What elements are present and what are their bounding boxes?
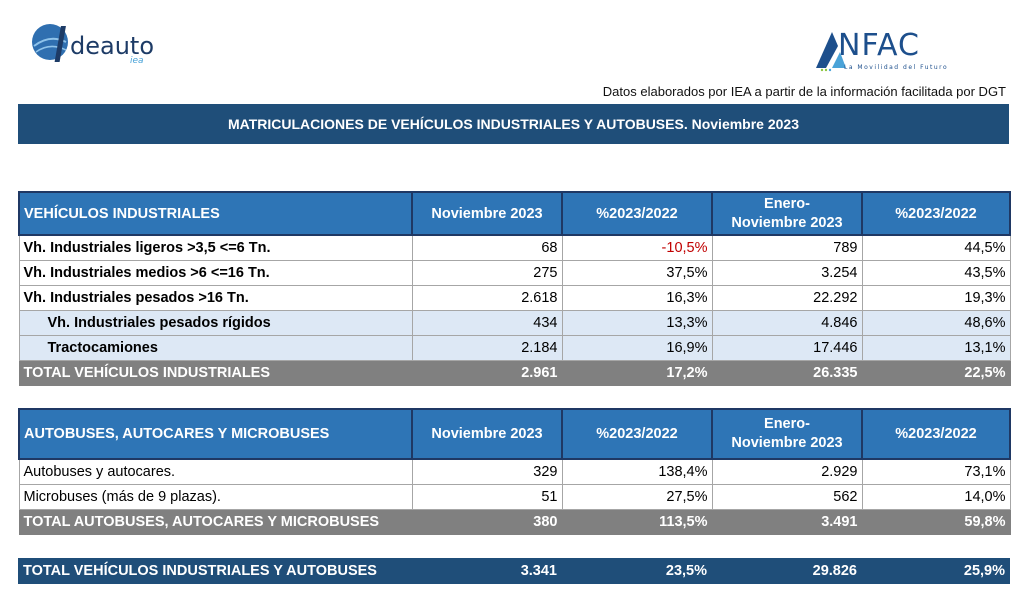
- row-label: Vh. Industriales pesados >16 Tn.: [18, 284, 413, 311]
- buses-table: AUTOBUSES, AUTOCARES Y MICROBUSES Noviem…: [18, 408, 1011, 535]
- total-label: TOTAL VEHÍCULOS INDUSTRIALES: [18, 359, 413, 386]
- grand-total-pct-month: 23,5%: [561, 558, 712, 584]
- cell-pct-ytd: 19,3%: [861, 284, 1011, 311]
- cell-november: 2.184: [411, 334, 563, 361]
- table-row-sub: Tractocamiones 2.184 16,9% 17.446 13,1%: [18, 334, 1011, 361]
- grand-total-table: TOTAL VEHÍCULOS INDUSTRIALES Y AUTOBUSES…: [18, 558, 1010, 584]
- row-label: Vh. Industriales ligeros >3,5 <=6 Tn.: [18, 234, 413, 261]
- total-pct-ytd: 59,8%: [861, 508, 1011, 535]
- column-header-pct-ytd: %2023/2022: [861, 191, 1011, 236]
- total-label: TOTAL AUTOBUSES, AUTOCARES Y MICROBUSES: [18, 508, 413, 535]
- grand-total-pct-ytd: 25,9%: [861, 558, 1010, 584]
- cell-pct-month: 27,5%: [561, 483, 713, 510]
- cell-november: 329: [411, 458, 563, 485]
- column-header-ytd: Enero- Noviembre 2023: [711, 408, 863, 460]
- cell-pct-month: 37,5%: [561, 259, 713, 286]
- column-header-pct-ytd: %2023/2022: [861, 408, 1011, 460]
- column-header-pct-month: %2023/2022: [561, 191, 713, 236]
- cell-pct-ytd: 48,6%: [861, 309, 1011, 336]
- column-header-november: Noviembre 2023: [411, 191, 563, 236]
- cell-pct-ytd: 44,5%: [861, 234, 1011, 261]
- column-header-category: AUTOBUSES, AUTOCARES Y MICROBUSES: [18, 408, 413, 460]
- table-header-row: AUTOBUSES, AUTOCARES Y MICROBUSES Noviem…: [18, 408, 1011, 460]
- table-row-sub: Vh. Industriales pesados rígidos 434 13,…: [18, 309, 1011, 336]
- cell-november: 68: [411, 234, 563, 261]
- row-label: Vh. Industriales pesados rígidos: [18, 309, 413, 336]
- cell-pct-ytd: 73,1%: [861, 458, 1011, 485]
- column-header-pct-month: %2023/2022: [561, 408, 713, 460]
- row-label: Vh. Industriales medios >6 <=16 Tn.: [18, 259, 413, 286]
- cell-november: 2.618: [411, 284, 563, 311]
- anfac-logo-subtext: La Movilidad del Futuro: [844, 64, 949, 71]
- cell-november: 51: [411, 483, 563, 510]
- cell-november: 275: [411, 259, 563, 286]
- page-title: MATRICULACIONES DE VEHÍCULOS INDUSTRIALE…: [18, 104, 1009, 144]
- total-pct-month: 17,2%: [561, 359, 713, 386]
- cell-pct-ytd: 14,0%: [861, 483, 1011, 510]
- cell-pct-month: -10,5%: [561, 234, 713, 261]
- table-header-row: VEHÍCULOS INDUSTRIALES Noviembre 2023 %2…: [18, 191, 1011, 236]
- row-label: Autobuses y autocares.: [18, 458, 413, 485]
- cell-ytd: 3.254: [711, 259, 863, 286]
- grand-total-label: TOTAL VEHÍCULOS INDUSTRIALES Y AUTOBUSES: [18, 558, 412, 584]
- table-row: Vh. Industriales pesados >16 Tn. 2.618 1…: [18, 284, 1011, 311]
- cell-ytd: 2.929: [711, 458, 863, 485]
- total-ytd: 3.491: [711, 508, 863, 535]
- cell-ytd: 4.846: [711, 309, 863, 336]
- industrial-vehicles-table: VEHÍCULOS INDUSTRIALES Noviembre 2023 %2…: [18, 191, 1011, 386]
- grand-total-november: 3.341: [411, 558, 562, 584]
- ideauto-logo-text: deauto: [70, 32, 155, 60]
- table-row: Microbuses (más de 9 plazas). 51 27,5% 5…: [18, 483, 1011, 510]
- table-row: Autobuses y autocares. 329 138,4% 2.929 …: [18, 458, 1011, 485]
- row-label: Tractocamiones: [18, 334, 413, 361]
- table-total-row: TOTAL AUTOBUSES, AUTOCARES Y MICROBUSES …: [18, 508, 1011, 535]
- table-row: Vh. Industriales medios >6 <=16 Tn. 275 …: [18, 259, 1011, 286]
- total-november: 380: [411, 508, 563, 535]
- ideauto-globe-icon: [32, 24, 68, 62]
- anfac-logo: NFAC La Movilidad del Futuro: [812, 28, 972, 78]
- ideauto-logo: deauto iea: [26, 20, 176, 72]
- cell-ytd: 789: [711, 234, 863, 261]
- cell-pct-month: 16,9%: [561, 334, 713, 361]
- row-label: Microbuses (más de 9 plazas).: [18, 483, 413, 510]
- ideauto-logo-subtext: iea: [130, 56, 144, 66]
- total-november: 2.961: [411, 359, 563, 386]
- cell-ytd: 22.292: [711, 284, 863, 311]
- anfac-triangle-icon: [816, 32, 846, 72]
- column-header-ytd: Enero- Noviembre 2023: [711, 191, 863, 236]
- source-note: Datos elaborados por IEA a partir de la …: [602, 84, 1006, 99]
- cell-ytd: 17.446: [711, 334, 863, 361]
- cell-pct-ytd: 13,1%: [861, 334, 1011, 361]
- anfac-logo-text: NFAC: [838, 28, 920, 63]
- cell-pct-month: 13,3%: [561, 309, 713, 336]
- cell-pct-month: 138,4%: [561, 458, 713, 485]
- cell-november: 434: [411, 309, 563, 336]
- column-header-category: VEHÍCULOS INDUSTRIALES: [18, 191, 413, 236]
- total-pct-ytd: 22,5%: [861, 359, 1011, 386]
- grand-total-ytd: 29.826: [711, 558, 862, 584]
- column-header-november: Noviembre 2023: [411, 408, 563, 460]
- total-pct-month: 113,5%: [561, 508, 713, 535]
- cell-pct-ytd: 43,5%: [861, 259, 1011, 286]
- cell-pct-month: 16,3%: [561, 284, 713, 311]
- cell-ytd: 562: [711, 483, 863, 510]
- table-total-row: TOTAL VEHÍCULOS INDUSTRIALES 2.961 17,2%…: [18, 359, 1011, 386]
- table-row: Vh. Industriales ligeros >3,5 <=6 Tn. 68…: [18, 234, 1011, 261]
- grand-total-row: TOTAL VEHÍCULOS INDUSTRIALES Y AUTOBUSES…: [18, 558, 1010, 584]
- total-ytd: 26.335: [711, 359, 863, 386]
